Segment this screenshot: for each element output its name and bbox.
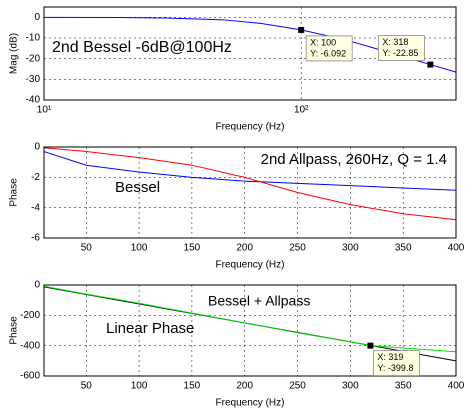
x-axis-label: Frequency (Hz) — [216, 122, 285, 133]
y-tick-label: -2 — [31, 172, 40, 183]
datatip-text: Y: -6.092 — [310, 48, 346, 58]
annotation: 2nd Allpass, 260Hz, Q = 1.4 — [261, 151, 447, 168]
y-tick-label: -4 — [31, 202, 40, 213]
series-line — [43, 151, 457, 191]
x-axis-label: Frequency (Hz) — [216, 398, 285, 409]
y-axis-label: Phase — [9, 316, 20, 345]
x-tick-label: 250 — [289, 381, 306, 392]
series-line — [43, 285, 457, 353]
axes-frame — [43, 6, 457, 101]
axes-frame — [43, 146, 457, 239]
datatip-marker — [427, 61, 434, 68]
y-tick-label: -10 — [26, 33, 41, 44]
x-tick-label: 300 — [342, 381, 359, 392]
datatip-text: Y: -399.8 — [377, 363, 413, 373]
annotation: 2nd Bessel -6dB@100Hz — [52, 39, 232, 56]
datatip-text: X: 100 — [310, 37, 336, 47]
y-tick-label: -600 — [20, 371, 40, 382]
y-tick-label: 0 — [34, 280, 40, 291]
y-tick-label: -40 — [26, 95, 41, 106]
y-tick-label: -200 — [20, 310, 40, 321]
x-tick-label: 400 — [448, 381, 465, 392]
x-tick-label: 150 — [184, 243, 201, 254]
x-tick-label: 300 — [342, 243, 359, 254]
datatip-text: Y: -22.85 — [382, 48, 418, 58]
datatip-box — [373, 350, 420, 377]
annotation: Bessel — [115, 179, 160, 196]
axes-frame — [43, 284, 457, 377]
x-tick-label: 200 — [236, 243, 253, 254]
datatip-box — [305, 35, 353, 62]
y-tick-label: 0 — [34, 12, 40, 23]
annotation: Bessel + Allpass — [208, 293, 310, 309]
x-tick-label: 50 — [81, 243, 93, 254]
x-tick-label: 100 — [131, 243, 148, 254]
series-line — [43, 147, 457, 221]
datatip-marker — [367, 342, 374, 349]
datatip-box — [377, 35, 425, 61]
x-tick-label: 400 — [448, 243, 465, 254]
y-tick-label: -6 — [31, 233, 40, 244]
plot-area — [44, 147, 456, 238]
x-tick-label: 100 — [131, 381, 148, 392]
y-tick-label: -400 — [20, 340, 40, 351]
x-tick-label: 250 — [289, 243, 306, 254]
x-tick-label: 50 — [81, 381, 93, 392]
y-tick-label: -20 — [26, 53, 41, 64]
datatip-text: X: 319 — [377, 352, 403, 362]
y-tick-label: -30 — [26, 74, 41, 85]
x-tick-label: 10² — [294, 105, 309, 116]
datatip-marker — [298, 26, 305, 33]
y-axis-label: Mag (dB) — [9, 33, 20, 74]
x-tick-label: 350 — [395, 243, 412, 254]
annotation: Linear Phase — [106, 320, 194, 337]
x-tick-label: 200 — [236, 381, 253, 392]
y-axis-label: Phase — [9, 178, 20, 207]
x-tick-label: 10¹ — [37, 105, 52, 116]
x-tick-label: 350 — [395, 381, 412, 392]
y-tick-label: 0 — [34, 142, 40, 153]
x-tick-label: 150 — [184, 381, 201, 392]
datatip-text: X: 318 — [382, 37, 408, 47]
x-axis-label: Frequency (Hz) — [216, 260, 285, 271]
